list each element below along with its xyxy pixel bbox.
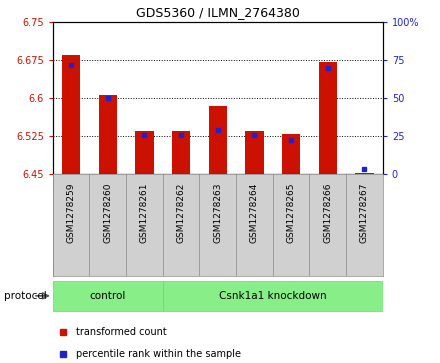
- Bar: [62, 55, 81, 174]
- Bar: [172, 131, 191, 174]
- Bar: [356, 173, 374, 174]
- Bar: [209, 106, 227, 174]
- Text: control: control: [90, 291, 126, 301]
- Text: Csnk1a1 knockdown: Csnk1a1 knockdown: [219, 291, 326, 301]
- FancyBboxPatch shape: [163, 281, 383, 310]
- Text: GSM1278266: GSM1278266: [323, 182, 332, 243]
- Bar: [136, 131, 154, 174]
- Title: GDS5360 / ILMN_2764380: GDS5360 / ILMN_2764380: [136, 6, 300, 19]
- Text: GSM1278267: GSM1278267: [360, 182, 369, 243]
- Text: protocol: protocol: [4, 291, 47, 301]
- Text: percentile rank within the sample: percentile rank within the sample: [76, 349, 241, 359]
- Text: GSM1278265: GSM1278265: [286, 182, 296, 243]
- Text: GSM1278260: GSM1278260: [103, 182, 112, 243]
- Text: GSM1278261: GSM1278261: [140, 182, 149, 243]
- FancyBboxPatch shape: [53, 281, 163, 310]
- Bar: [99, 95, 117, 174]
- Text: GSM1278262: GSM1278262: [176, 182, 186, 243]
- Bar: [282, 134, 300, 174]
- Bar: [319, 62, 337, 174]
- Bar: [246, 131, 264, 174]
- Text: GSM1278264: GSM1278264: [250, 182, 259, 243]
- Text: GSM1278263: GSM1278263: [213, 182, 222, 243]
- Text: GSM1278259: GSM1278259: [66, 182, 76, 243]
- Text: transformed count: transformed count: [76, 327, 167, 337]
